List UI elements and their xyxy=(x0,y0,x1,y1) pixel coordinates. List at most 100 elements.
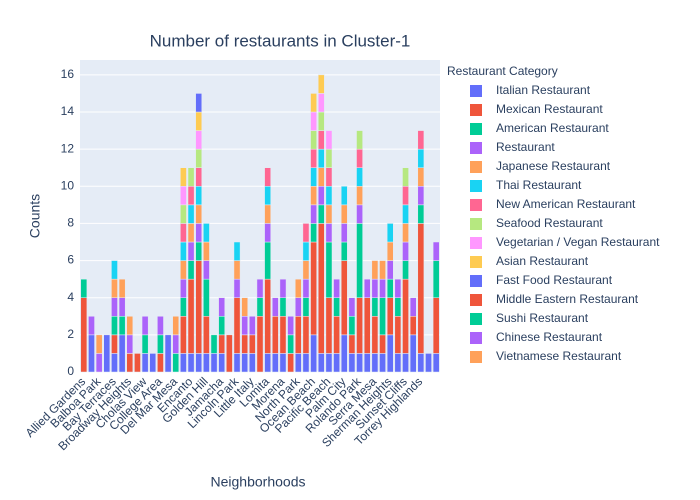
bar-segment xyxy=(340,260,348,336)
bar-segment xyxy=(317,74,325,94)
bar-segment xyxy=(233,241,241,261)
bar-segment xyxy=(88,334,95,373)
bar-segment xyxy=(203,353,210,373)
bar-segment xyxy=(118,297,126,317)
bar-segment xyxy=(402,167,409,187)
bar-segment xyxy=(425,353,432,373)
bar-segment xyxy=(210,334,218,354)
bar-segment xyxy=(432,260,440,298)
bar-segment xyxy=(310,111,317,131)
legend-swatch xyxy=(470,256,482,268)
legend-swatch xyxy=(470,85,482,97)
bar-segment xyxy=(180,278,187,298)
bar-segment xyxy=(241,334,248,354)
bar-segment xyxy=(180,260,187,280)
y-tick-label: 0 xyxy=(67,364,74,378)
bar-segment xyxy=(310,204,317,224)
legend-swatch xyxy=(470,332,482,344)
bar-segment xyxy=(233,297,241,354)
bar-segment xyxy=(195,167,203,187)
bar-segment xyxy=(302,260,310,280)
y-tick-label: 16 xyxy=(61,67,75,81)
bar-segment xyxy=(272,316,279,354)
bar-segment xyxy=(141,334,149,354)
bar-segment xyxy=(340,204,348,224)
bar-segment xyxy=(180,241,187,261)
bar-segment xyxy=(310,130,317,150)
bar-segment xyxy=(417,130,425,150)
bar-segment xyxy=(279,297,287,317)
bar-segment xyxy=(272,297,279,317)
bar-segment xyxy=(279,353,287,373)
bar-segment xyxy=(394,297,402,317)
bar-segment xyxy=(333,353,340,373)
bar-segment xyxy=(279,316,287,354)
bar-segment xyxy=(233,278,241,298)
bar-segment xyxy=(218,297,226,317)
bar-segment xyxy=(157,316,164,336)
bar-segment xyxy=(402,186,409,206)
bar-segment xyxy=(187,260,195,280)
bar-segment xyxy=(356,148,363,168)
bar-segment xyxy=(118,278,126,298)
bar-segment xyxy=(394,278,402,298)
bar-segment xyxy=(402,260,409,280)
bar-segment xyxy=(264,241,271,280)
bar-segment xyxy=(172,334,180,354)
legend-label: New American Restaurant xyxy=(496,197,636,211)
legend-label: Fast Food Restaurant xyxy=(496,273,613,287)
bar-segment xyxy=(287,316,294,336)
bar-segment xyxy=(409,316,417,336)
bar-segment xyxy=(126,316,134,336)
bar-segment xyxy=(356,167,363,187)
bar-segment xyxy=(417,204,425,224)
bar-segment xyxy=(340,186,348,206)
bar-segment xyxy=(371,297,379,317)
bar-segment xyxy=(310,241,317,336)
bar-segment xyxy=(356,223,363,298)
y-tick-label: 8 xyxy=(67,216,74,230)
y-axis-title: Counts xyxy=(27,194,43,238)
legend-swatch xyxy=(470,275,482,287)
bar-segment xyxy=(356,204,363,224)
bar-segment xyxy=(371,353,379,373)
bar-segment xyxy=(294,278,302,298)
bar-segment xyxy=(325,241,333,298)
bar-segment xyxy=(195,111,203,131)
legend-swatch xyxy=(470,313,482,325)
legend-title: Restaurant Category xyxy=(447,64,558,78)
legend-label: Restaurant xyxy=(496,140,555,154)
bar-segment xyxy=(249,334,256,354)
bar-segment xyxy=(294,316,302,354)
bar-segment xyxy=(402,278,409,354)
bar-segment xyxy=(340,223,348,243)
bar-segment xyxy=(310,148,317,168)
legend-swatch xyxy=(470,180,482,192)
bar-segment xyxy=(187,353,195,373)
bar-segment xyxy=(180,353,187,373)
legend-label: Italian Restaurant xyxy=(496,83,591,97)
legend-swatch xyxy=(470,218,482,230)
bar-segment xyxy=(317,93,325,113)
bar-segment xyxy=(203,316,210,354)
bar-segment xyxy=(386,297,394,336)
bar-segment xyxy=(386,278,394,298)
bar-segment xyxy=(218,353,226,373)
bar-segment xyxy=(241,297,248,317)
bar-segment xyxy=(363,353,371,373)
bar-segment xyxy=(187,186,195,206)
legend-label: Asian Restaurant xyxy=(496,254,589,268)
bar-segment xyxy=(195,93,203,113)
bar-segment xyxy=(203,278,210,317)
bar-segment xyxy=(333,278,340,298)
bar-segment xyxy=(363,278,371,298)
bar-segment xyxy=(317,186,325,206)
bar-segment xyxy=(325,297,333,354)
bar-segment xyxy=(432,353,440,373)
bar-segment xyxy=(272,353,279,373)
bar-segment xyxy=(187,223,195,243)
bar-segment xyxy=(379,334,386,354)
legend-swatch xyxy=(470,142,482,154)
bar-segment xyxy=(394,316,402,354)
bar-segment xyxy=(195,186,203,206)
